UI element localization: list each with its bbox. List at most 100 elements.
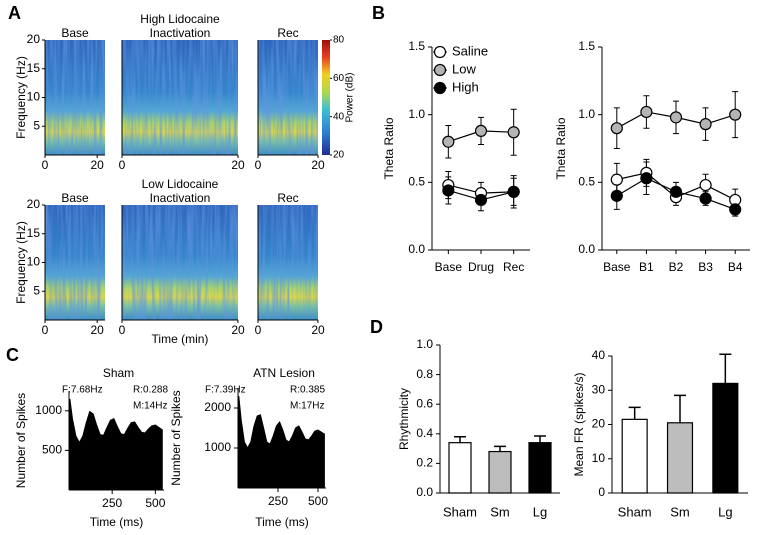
error-bar [674,394,686,423]
y-tick-label: 1.5 [408,39,425,53]
data-point [507,126,520,139]
annotation: F:7.39Hz [205,385,246,396]
y-tick-label: 1.5 [578,39,595,53]
bar [528,442,552,494]
spectrogram-texture [258,205,318,320]
x-axis-label: Time (ms) [90,515,144,529]
spectrogram-texture [45,40,105,155]
y-tick-label: 20 [592,417,606,431]
legend-label: High [452,79,479,94]
bar [712,382,739,494]
y-tick-label: 10 [27,90,41,104]
y-tick-label: 0.8 [416,367,433,381]
x-tick-label: 250 [102,496,122,510]
panel-label: C [6,345,19,365]
spectrogram-texture [45,205,105,320]
data-point [442,184,455,197]
panel-label: D [370,317,383,337]
data-point [729,203,742,216]
bar [448,442,472,494]
panel-title: ATN Lesion [253,366,315,380]
y-tick-label: 0.2 [416,456,433,470]
x-tick-label: Rec [503,260,524,274]
y-tick-label: 0.0 [416,485,433,499]
panel-label: A [8,3,21,23]
x-tick-label: B4 [728,260,743,274]
x-tick-label: 250 [268,494,288,508]
error-bar [534,435,546,443]
y-tick-label: 15 [27,226,41,240]
x-tick-label: 20 [311,158,325,172]
y-tick-label: 10 [27,255,41,269]
y-tick-label: 0.4 [416,426,433,440]
x-tick-label: 0 [42,158,49,172]
segment-label: Rec [277,191,298,205]
x-tick-label: 0 [119,323,126,337]
x-tick-label: 0 [255,323,262,337]
y-axis-label: Mean FR (spikes/s) [572,372,586,476]
panel-title: Inactivation [150,191,211,205]
y-tick-label: 0.6 [416,396,433,410]
y-axis-label: Theta Ratio [554,117,568,179]
y-tick-label: 1.0 [416,337,433,351]
bar [488,450,512,494]
x-tick-label: Lg [718,504,732,519]
x-tick-label: 500 [308,494,328,508]
annotation: R:0.385 [290,385,325,396]
y-tick-label: 20 [27,32,41,46]
y-tick-label: 1000 [204,440,231,454]
y-tick-label: 20 [27,197,41,211]
error-bar [494,445,506,452]
y-axis-label: Theta Ratio [382,117,396,179]
autocorrelogram [238,395,325,489]
x-axis-label: Time (ms) [255,515,309,529]
segment-label: Base [61,26,89,40]
error-bar [719,353,732,384]
y-tick-label: 1.0 [578,107,595,121]
legend-marker [433,81,447,95]
spectrogram-texture [122,205,238,320]
error-bar [628,406,641,420]
data-point [699,118,712,131]
y-tick-label: 0.0 [408,242,425,256]
x-tick-label: B2 [669,260,684,274]
colorbar-tick-label: 40 [333,111,345,122]
x-tick-label: 0 [255,158,262,172]
y-tick-label: 40 [592,348,606,362]
y-tick-label: 0 [598,485,605,499]
colorbar-tick-label: 60 [333,73,345,84]
data-point [669,111,683,124]
x-axis-label: Time (min) [152,332,209,346]
y-axis-label: Number of Spikes [14,393,28,488]
data-point [442,135,455,148]
x-tick-label: Sm [670,504,690,519]
data-point [610,173,623,186]
legend-label: Saline [452,43,488,58]
y-axis-label: Rhythmicity [397,388,411,450]
x-tick-label: 0 [42,323,49,337]
y-tick-label: 0.5 [578,175,595,189]
data-point [699,178,712,192]
x-tick-label: Base [603,260,631,274]
colorbar-label: Power (dB) [345,72,356,122]
y-tick-label: 5 [33,283,40,297]
data-point [507,185,520,198]
data-point [669,185,683,198]
data-point [474,124,488,138]
legend-label: Low [452,61,476,76]
panel-title: High Lidocaine [140,12,220,26]
y-tick-label: 5 [33,118,40,132]
y-tick-label: 15 [27,61,41,75]
x-tick-label: Sham [618,504,652,519]
x-tick-label: 0 [119,158,126,172]
bar [621,418,648,494]
data-point [474,193,488,207]
spectrogram-texture [122,40,238,155]
y-axis-label: Frequency (Hz) [14,56,28,139]
segment-label: Rec [277,26,298,40]
bar [666,422,694,494]
x-tick-label: Sham [443,504,477,519]
annotation: F:7.68Hz [62,385,103,396]
data-point [640,105,653,119]
